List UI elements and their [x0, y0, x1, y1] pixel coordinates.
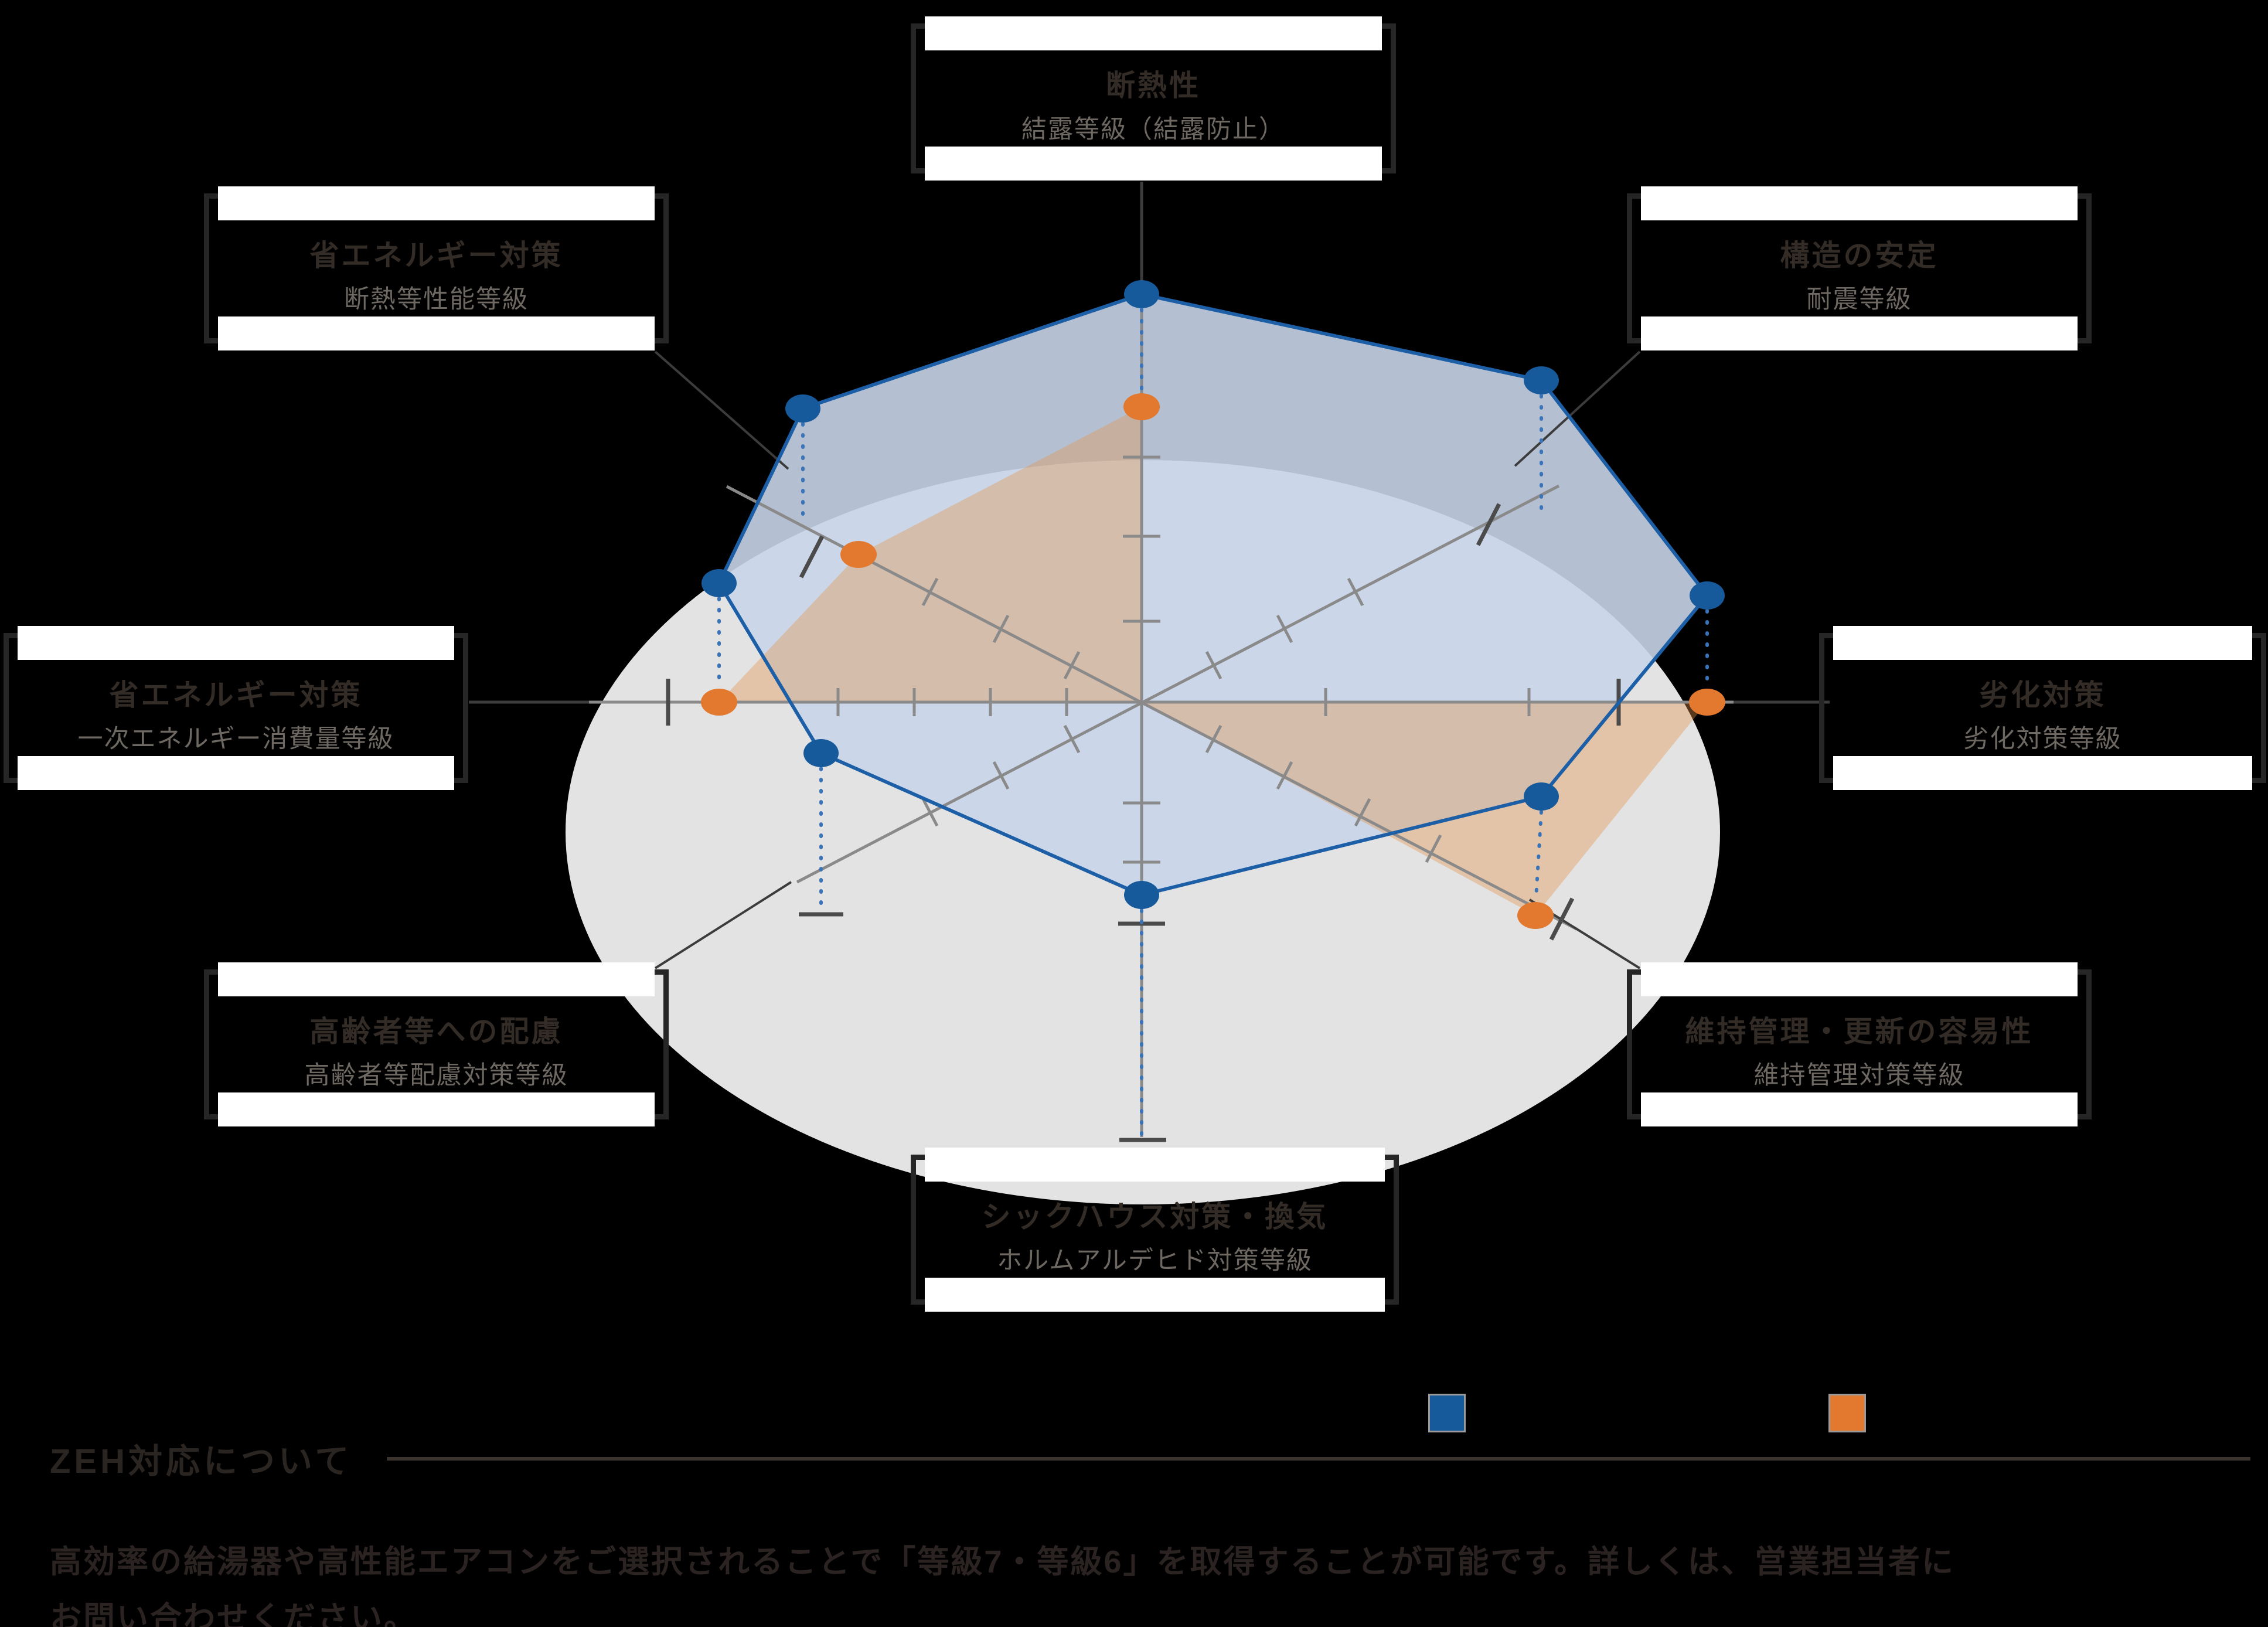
axis-title: 省エネルギー対策	[309, 239, 563, 272]
grid-ticks	[836, 455, 1531, 864]
axis-extensions	[469, 182, 1830, 704]
axis-title: 劣化対策	[1979, 679, 2106, 712]
axis-title: 維持管理・更新の容易性	[1685, 1015, 2034, 1048]
axis-subtitle: 断熱等性能等級	[344, 285, 529, 314]
label-band	[1641, 962, 2078, 996]
label-band	[925, 1278, 1385, 1312]
axis-label-bottom: シックハウス対策・換気 ホルムアルデヒド対策等級	[911, 1148, 1399, 1312]
axis-title: 高齢者等への配慮	[309, 1015, 563, 1048]
section-heading: ZEH対応について	[50, 1442, 353, 1480]
label-band	[218, 316, 655, 350]
orange-series-dots	[701, 393, 1725, 929]
label-band	[1833, 756, 2252, 790]
label-band	[218, 1092, 655, 1126]
drop-lines	[717, 308, 1709, 1138]
edge-ticks	[666, 503, 1621, 1142]
axis-title: 構造の安定	[1780, 239, 1939, 272]
legend-swatch-orange	[1828, 1394, 1866, 1432]
axis-label-top-left: 省エネルギー対策 断熱等性能等級	[204, 186, 669, 350]
label-band	[218, 962, 655, 996]
label-band	[925, 16, 1382, 50]
axis-subtitle: 劣化対策等級	[1963, 725, 2122, 753]
label-band	[218, 186, 655, 220]
blue-series-fill	[719, 294, 1707, 895]
body-text-line1: 高効率の給湯器や高性能エアコンをご選択されることで「等級7・等級6」を取得するこ…	[50, 1544, 1956, 1580]
axis-title: 断熱性	[1106, 69, 1201, 102]
orange-series-fill	[719, 407, 1707, 915]
axis-label-left: 省エネルギー対策 一次エネルギー消費量等級	[4, 626, 468, 790]
axis-label-top: 断熱性 結露等級（結露防止）	[911, 16, 1396, 181]
label-band	[1641, 316, 2078, 350]
blue-series-dots	[701, 280, 1725, 909]
label-band	[1833, 626, 2252, 660]
axis-label-bottom-left: 高齢者等への配慮 高齢者等配慮対策等級	[204, 962, 669, 1126]
axis-title: シックハウス対策・換気	[981, 1200, 1329, 1233]
label-band	[18, 626, 454, 660]
axis-subtitle: 高齢者等配慮対策等級	[304, 1061, 568, 1090]
axis-subtitle: 耐震等級	[1806, 285, 1912, 314]
axis-subtitle: 結露等級（結露防止）	[1021, 115, 1285, 144]
axis-subtitle: ホルムアルデヒド対策等級	[997, 1247, 1313, 1275]
legend-swatch-blue	[1428, 1394, 1466, 1432]
label-band	[925, 147, 1382, 181]
axis-label-top-right: 構造の安定 耐震等級	[1627, 186, 2092, 350]
axis-subtitle: 一次エネルギー消費量等級	[77, 725, 394, 753]
axis-label-bottom-right: 維持管理・更新の容易性 維持管理対策等級	[1627, 962, 2092, 1126]
label-band	[18, 756, 454, 790]
axis-label-right: 劣化対策 劣化対策等級	[1819, 626, 2266, 790]
axis-subtitle: 維持管理対策等級	[1753, 1061, 1965, 1090]
label-band	[925, 1148, 1385, 1182]
axis-title: 省エネルギー対策	[109, 679, 363, 712]
label-band	[1641, 1092, 2078, 1126]
heading-rule	[387, 1457, 2250, 1461]
body-text-line2: お問い合わせください。	[50, 1601, 417, 1627]
label-band	[1641, 186, 2078, 220]
